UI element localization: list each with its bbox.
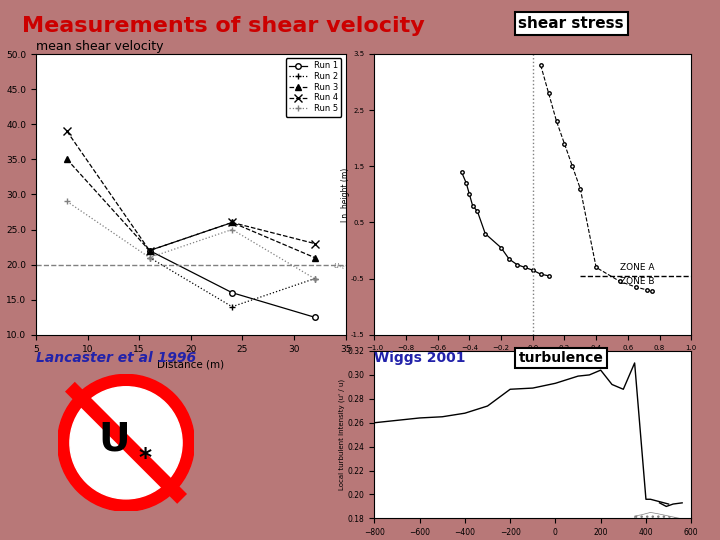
Line: Run 4: Run 4 bbox=[63, 127, 319, 255]
Run 5 bbox=[145, 254, 154, 261]
Text: turbulence: turbulence bbox=[518, 351, 603, 365]
Circle shape bbox=[58, 374, 194, 511]
Run 4 bbox=[63, 128, 71, 134]
Text: $u_{*t}$: $u_{*t}$ bbox=[333, 261, 346, 272]
Text: Lancaster et al 1996: Lancaster et al 1996 bbox=[36, 351, 196, 365]
Run 2 bbox=[310, 275, 319, 282]
Text: U: U bbox=[98, 420, 130, 458]
Text: ZONE A: ZONE A bbox=[620, 263, 654, 272]
Y-axis label: Local turbulent intensity (u' / u): Local turbulent intensity (u' / u) bbox=[338, 379, 345, 490]
X-axis label: Distance (m): Distance (m) bbox=[157, 359, 225, 369]
Line: Run 1: Run 1 bbox=[147, 248, 318, 320]
Legend: Run 1, Run 2, Run 3, Run 4, Run 5: Run 1, Run 2, Run 3, Run 4, Run 5 bbox=[286, 58, 341, 117]
Run 1 bbox=[228, 289, 236, 296]
Run 1 bbox=[145, 247, 154, 254]
X-axis label: Shear stress perturbation: Shear stress perturbation bbox=[484, 352, 582, 361]
Circle shape bbox=[70, 387, 182, 499]
Run 5 bbox=[63, 198, 71, 205]
Line: Run 3: Run 3 bbox=[64, 157, 318, 260]
Run 3 bbox=[310, 254, 319, 261]
Run 4 bbox=[145, 247, 154, 254]
Run 2 bbox=[145, 254, 154, 261]
Text: shear stress: shear stress bbox=[518, 16, 624, 31]
Run 3 bbox=[63, 156, 71, 163]
Text: mean shear velocity: mean shear velocity bbox=[36, 40, 163, 53]
Text: *: * bbox=[138, 446, 152, 470]
Line: Run 2: Run 2 bbox=[146, 254, 318, 310]
Run 4 bbox=[228, 219, 236, 226]
Line: Run 5: Run 5 bbox=[63, 198, 318, 282]
Run 1 bbox=[310, 314, 319, 320]
Run 3 bbox=[228, 219, 236, 226]
Y-axis label: Ln. height (m): Ln. height (m) bbox=[341, 167, 350, 221]
Run 4 bbox=[310, 240, 319, 247]
Run 5 bbox=[310, 275, 319, 282]
Text: ZONE B: ZONE B bbox=[620, 277, 654, 286]
Run 3 bbox=[145, 247, 154, 254]
Text: Wiggs 2001: Wiggs 2001 bbox=[374, 351, 466, 365]
Run 5 bbox=[228, 226, 236, 233]
Run 2 bbox=[228, 303, 236, 310]
Text: Measurements of shear velocity: Measurements of shear velocity bbox=[22, 16, 424, 36]
